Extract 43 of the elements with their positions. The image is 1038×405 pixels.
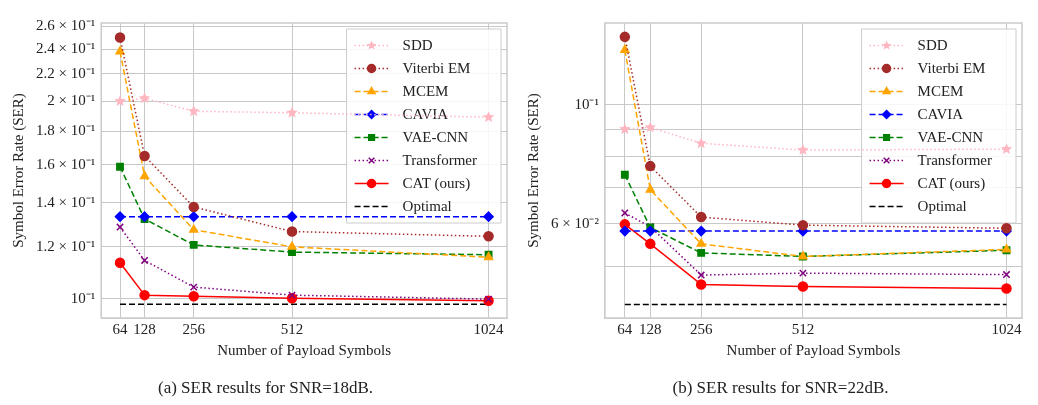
legend-label: SDD [402,37,433,54]
x-axis-title: Number of Payload Symbols [726,341,901,358]
x-axis-title: Number of Payload Symbols [217,341,392,358]
legend-label: Transformer [917,152,992,169]
y-tick-label: 6 × 10⁻² [550,214,600,231]
x-tick-label: 512 [791,320,815,337]
y-tick-label: 1.6 × 10⁻¹ [35,155,96,172]
x-tick-label: 512 [280,320,304,337]
y-tick-label: 2.4 × 10⁻¹ [35,40,96,57]
legend-label: Transformer [402,152,477,169]
y-axis-title: Symbol Error Rate (SER) [524,93,542,248]
legend-label: CAT (ours) [402,175,471,193]
legend-label: CAVIA [917,106,964,123]
y-tick-label: 10⁻¹ [70,289,96,306]
text: (b) SER results for SNR=22dB. [672,378,889,398]
legend-label: SDD [917,37,948,54]
x-tick-label: 1024 [473,320,505,337]
y-tick-label: 2 × 10⁻¹ [47,92,96,109]
x-tick-label: 128 [639,320,662,337]
legend-label: Optimal [402,198,452,215]
x-tick-label: 128 [133,320,156,337]
legend-label: VAE-CNN [402,129,469,146]
legend-label: MCEM [402,83,449,100]
y-axis-title: Symbol Error Rate (SER) [9,93,27,248]
x-tick-label: 256 [689,320,713,337]
y-tick-label: 1.8 × 10⁻¹ [35,122,96,139]
x-tick-label: 256 [182,320,206,337]
legend-label: Viterbi EM [917,60,986,77]
text: (a) SER results for SNR=18dB. [158,378,373,398]
legend-label: Viterbi EM [402,60,471,77]
legend-label: CAVIA [402,106,449,123]
y-tick-label: 1.2 × 10⁻¹ [35,237,96,254]
y-tick-label: 10⁻¹ [574,95,599,112]
x-tick-label: 64 [112,320,129,337]
y-tick-label: 1.4 × 10⁻¹ [35,193,96,210]
x-tick-label: 64 [617,320,633,337]
y-tick-label: 2.2 × 10⁻¹ [35,64,96,81]
legend-label: VAE-CNN [917,129,984,146]
y-tick-label: 2.6 × 10⁻¹ [35,17,96,34]
legend-label: CAT (ours) [917,175,986,193]
x-tick-label: 1024 [991,320,1022,337]
legend-label: MCEM [917,83,964,100]
legend-label: Optimal [917,198,967,215]
